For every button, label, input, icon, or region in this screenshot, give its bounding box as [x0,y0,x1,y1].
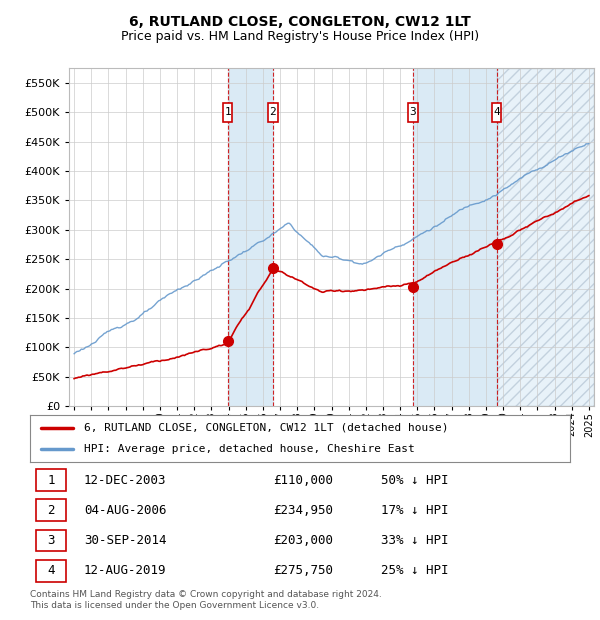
Text: 3: 3 [410,107,416,117]
Text: Price paid vs. HM Land Registry's House Price Index (HPI): Price paid vs. HM Land Registry's House … [121,30,479,43]
Text: 2: 2 [269,107,277,117]
Bar [228,68,273,406]
Text: 4: 4 [493,107,500,117]
FancyBboxPatch shape [37,560,66,582]
Text: £275,750: £275,750 [273,564,333,577]
Text: 33% ↓ HPI: 33% ↓ HPI [381,534,449,547]
FancyBboxPatch shape [408,103,418,122]
FancyBboxPatch shape [268,103,278,122]
Text: £234,950: £234,950 [273,504,333,517]
FancyBboxPatch shape [37,469,66,491]
FancyBboxPatch shape [492,103,501,122]
Bar [413,68,497,406]
Text: 2: 2 [47,504,55,517]
Text: 3: 3 [47,534,55,547]
Text: 25% ↓ HPI: 25% ↓ HPI [381,564,449,577]
Text: 6, RUTLAND CLOSE, CONGLETON, CW12 1LT (detached house): 6, RUTLAND CLOSE, CONGLETON, CW12 1LT (d… [84,423,449,433]
FancyBboxPatch shape [37,500,66,521]
Bar [497,68,594,406]
Text: 50% ↓ HPI: 50% ↓ HPI [381,474,449,487]
Text: £203,000: £203,000 [273,534,333,547]
Text: 30-SEP-2014: 30-SEP-2014 [84,534,167,547]
Text: 4: 4 [47,564,55,577]
Text: 04-AUG-2006: 04-AUG-2006 [84,504,167,517]
Text: 12-AUG-2019: 12-AUG-2019 [84,564,167,577]
Text: £110,000: £110,000 [273,474,333,487]
Text: HPI: Average price, detached house, Cheshire East: HPI: Average price, detached house, Ches… [84,445,415,454]
Text: 1: 1 [224,107,231,117]
Text: 6, RUTLAND CLOSE, CONGLETON, CW12 1LT: 6, RUTLAND CLOSE, CONGLETON, CW12 1LT [129,16,471,30]
Text: Contains HM Land Registry data © Crown copyright and database right 2024.
This d: Contains HM Land Registry data © Crown c… [30,590,382,609]
FancyBboxPatch shape [37,529,66,551]
Text: 17% ↓ HPI: 17% ↓ HPI [381,504,449,517]
Text: 1: 1 [47,474,55,487]
FancyBboxPatch shape [223,103,232,122]
Text: 12-DEC-2003: 12-DEC-2003 [84,474,167,487]
